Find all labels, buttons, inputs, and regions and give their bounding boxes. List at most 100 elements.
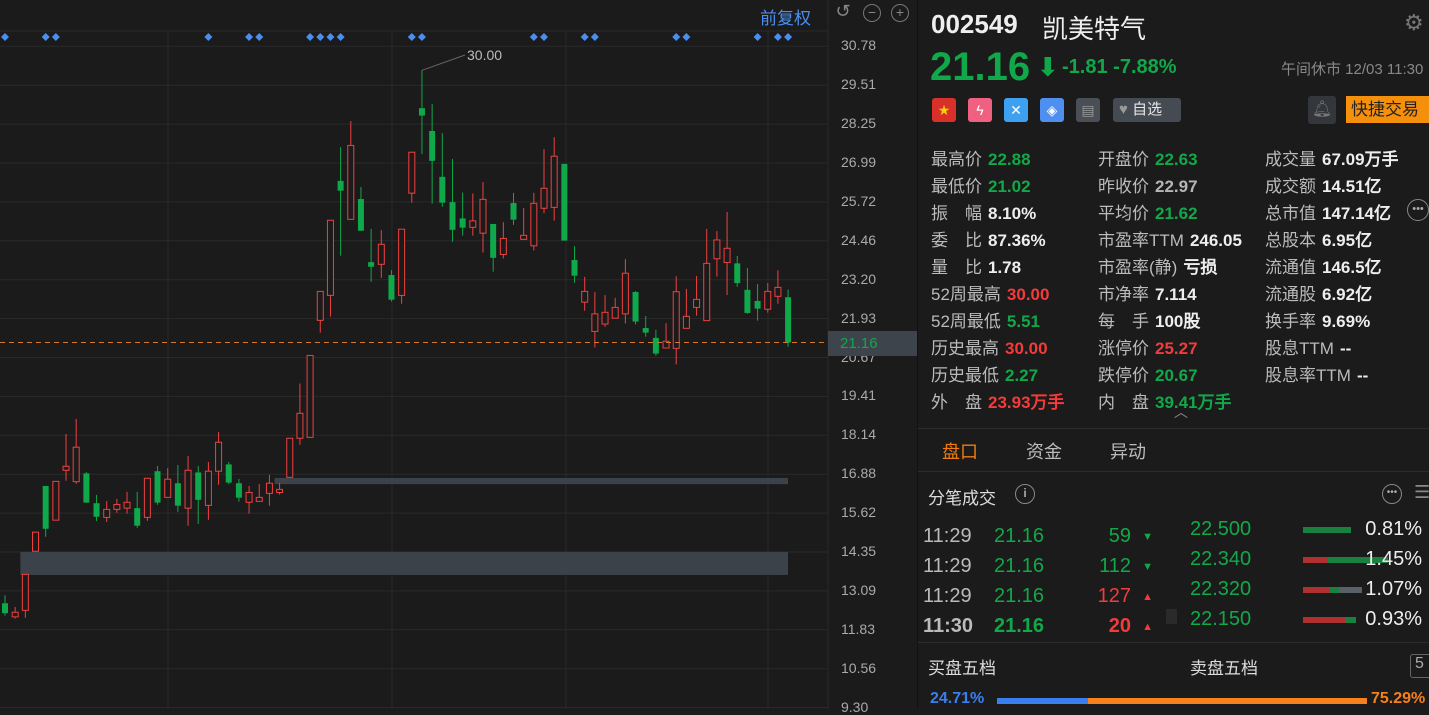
stat-value: 100股	[1155, 312, 1201, 331]
stat-item: 52周最高 30.00	[931, 280, 1049, 305]
watch-label: 自选	[1132, 101, 1163, 118]
ask-ratio: 75.29%	[1371, 690, 1426, 707]
candle-up	[32, 531, 40, 552]
stat-value: 146.5亿	[1322, 258, 1382, 277]
stat-label: 市盈率TTM	[1098, 231, 1184, 250]
stock-name: 凯美特气	[1042, 14, 1147, 44]
level-bar-segment	[1329, 587, 1339, 593]
tab-pankou[interactable]: 盘口	[942, 442, 978, 462]
stat-label: 跌停价	[1098, 366, 1149, 385]
candle-up	[621, 272, 629, 315]
bid-ratio: 24.71%	[930, 690, 985, 707]
event-marker-icon	[682, 33, 691, 41]
stat-item: 涨停价 25.27	[1098, 334, 1198, 359]
tag-icon[interactable]: ◈	[1040, 98, 1064, 122]
level-bar	[1303, 617, 1356, 623]
add-watchlist-button[interactable]: ♥ 自选	[1113, 98, 1181, 122]
stat-value: 1.78	[988, 258, 1022, 277]
candle-up	[601, 311, 609, 325]
info-icon[interactable]: i	[1015, 484, 1035, 504]
tab-funds[interactable]: 资金	[1026, 442, 1062, 462]
stat-item: 量 比 1.78	[931, 253, 1021, 278]
candle-down	[439, 176, 446, 203]
stat-item: 总市值 147.14亿	[1265, 199, 1391, 224]
current-price-tag: 21.16	[828, 331, 917, 356]
tick-row: 11:29 21.16 112 ▼	[923, 555, 1153, 583]
tick-row: 11:30 21.16 20 ▲	[923, 615, 1153, 643]
y-tick-label: 16.88	[841, 465, 877, 482]
depth-selector[interactable]: 5	[1410, 654, 1429, 678]
stat-item: 市盈率(静) 亏损	[1098, 253, 1217, 278]
china-flag-icon[interactable]: ★	[932, 98, 956, 122]
zoom-out-icon[interactable]: −	[863, 4, 881, 22]
tick-time: 11:30	[923, 615, 974, 637]
kline-chart[interactable]: 30.00 30.78 29.51 28.25 26.99 25.72 24.46 23.2…	[0, 0, 917, 715]
stat-item: 委 比 87.36%	[931, 226, 1046, 251]
gear-icon[interactable]: ⚙	[1404, 10, 1424, 35]
candle-up	[52, 480, 60, 521]
stat-item: 跌停价 20.67	[1098, 361, 1198, 386]
zoom-in-icon[interactable]: +	[891, 4, 909, 22]
candle-up	[204, 470, 212, 506]
candle-up	[611, 306, 619, 319]
stat-value: --	[1356, 366, 1369, 385]
stat-item: 流通值 146.5亿	[1265, 253, 1382, 278]
support-zone	[274, 477, 789, 485]
quick-trade-button[interactable]: 快捷交易	[1346, 96, 1429, 123]
level-bar-segment	[1303, 617, 1346, 623]
candle-down	[368, 262, 375, 267]
bell-icon[interactable]: 🔔︎	[1308, 96, 1336, 124]
tick-price: 21.16	[994, 525, 1045, 547]
candlestick-svg[interactable]: 30.00	[0, 0, 917, 709]
stat-label: 换手率	[1265, 312, 1316, 331]
scroll-handle[interactable]	[1166, 609, 1177, 624]
level-bar-segment	[1303, 587, 1330, 593]
event-marker-icon	[672, 33, 681, 41]
more-icon[interactable]: •••	[1407, 199, 1429, 221]
candle-up	[764, 290, 772, 310]
candle-down	[337, 180, 344, 191]
candle-down	[134, 508, 141, 526]
candle-up	[113, 503, 121, 510]
candle-up	[21, 573, 29, 611]
chevron-up-icon[interactable]: ︿	[1174, 404, 1188, 420]
price-adjust-button[interactable]: 前复权	[760, 9, 811, 28]
stat-item: 振 幅 8.10%	[931, 199, 1036, 224]
stat-label: 历史最低	[931, 366, 999, 385]
tick-volume: 59	[1108, 525, 1131, 547]
candle-down	[571, 259, 578, 276]
tick-volume: 112	[1099, 555, 1131, 577]
stat-label: 振 幅	[931, 204, 982, 223]
candle-up	[713, 239, 721, 260]
tick-volume: 127	[1097, 585, 1131, 607]
triangle-up-icon: ▲	[1142, 621, 1153, 633]
margin-trading-icon[interactable]: ϟ	[968, 98, 992, 122]
max-annotation-line	[421, 54, 466, 71]
undo-icon[interactable]: ↺	[835, 1, 851, 21]
note-icon[interactable]: ▤	[1076, 98, 1100, 122]
candle-down	[418, 108, 425, 116]
event-marker-icon	[316, 33, 325, 41]
connect-icon[interactable]: ✕	[1004, 98, 1028, 122]
list-icon[interactable]: ☰	[1414, 482, 1429, 502]
candle-down	[561, 163, 568, 241]
stat-value: 20.67	[1155, 366, 1198, 385]
stat-value: 22.88	[988, 150, 1031, 169]
stat-value: 21.62	[1155, 204, 1198, 223]
candle-down	[42, 485, 49, 529]
tick-time: 11:29	[923, 585, 972, 607]
candle-up	[326, 219, 334, 296]
tab-abnormal[interactable]: 异动	[1110, 442, 1146, 462]
stat-label: 成交额	[1265, 177, 1316, 196]
candle-down	[632, 292, 639, 322]
more-options-icon[interactable]: •••	[1382, 484, 1402, 504]
candle-up	[123, 501, 131, 509]
candle-down	[785, 297, 792, 343]
candle-up	[286, 437, 294, 478]
stat-value: 39.41万手	[1155, 393, 1232, 412]
candle-up	[72, 446, 80, 483]
triangle-down-icon: ▼	[1142, 561, 1153, 573]
candle-down	[429, 130, 436, 161]
stat-value: 9.69%	[1322, 312, 1371, 331]
stat-value: 87.36%	[988, 231, 1046, 250]
